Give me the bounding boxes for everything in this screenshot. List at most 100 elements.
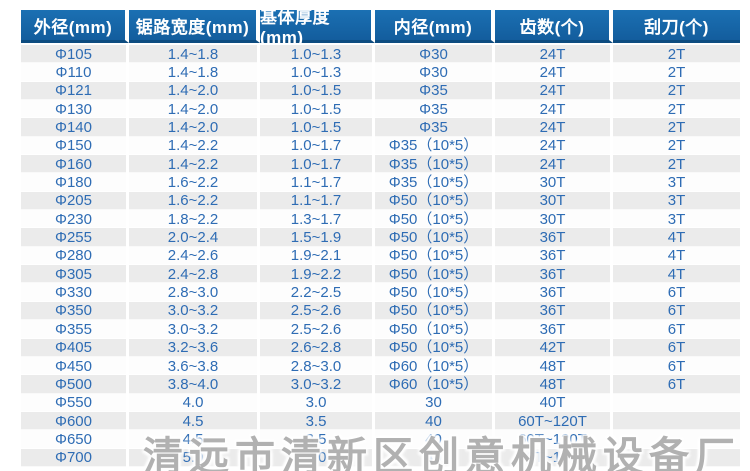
column-header: 内径(mm) — [375, 10, 495, 43]
table-cell: 2.8~3.0 — [129, 283, 260, 302]
table-cell: Φ60（10*5） — [375, 356, 495, 376]
table-cell: Φ35 — [375, 100, 495, 119]
table-cell: 60T~120T — [495, 448, 613, 467]
table-cell: 6T — [613, 356, 740, 376]
table-row: Φ255 2.0~2.4 1.5~1.9 Φ50（10*5） 36T 4T — [21, 228, 740, 247]
table-cell: 42T — [495, 338, 613, 357]
column-header: 基体厚度(mm) — [260, 8, 375, 47]
table-row: Φ450 3.6~3.8 2.8~3.0 Φ60（10*5） 48T 6T — [21, 356, 740, 376]
table-cell: 1.6~2.2 — [129, 191, 260, 211]
table-cell: Φ110 — [21, 63, 129, 82]
table-cell: 1.4~2.2 — [129, 155, 260, 174]
table-cell: Φ50（10*5） — [375, 265, 495, 284]
table-cell: Φ205 — [21, 191, 129, 211]
table-cell: 4T — [613, 228, 740, 247]
table-cell: 30T — [495, 173, 613, 192]
table-cell: 1.9~2.2 — [260, 265, 375, 284]
table-cell: 36T — [495, 301, 613, 321]
table-cell: 6T — [613, 283, 740, 302]
table-cell: 3T — [613, 191, 740, 211]
table-cell: 6T — [613, 320, 740, 339]
table-cell — [613, 393, 740, 412]
table-row: Φ700 5.0 4.0 40 60T~120T — [21, 448, 740, 467]
table-cell: 1.0~1.3 — [260, 45, 375, 64]
table-cell: 3.8~4.0 — [129, 375, 260, 394]
table-cell: 5.0 — [129, 448, 260, 467]
table-cell: 1.0~1.7 — [260, 155, 375, 174]
table-cell: Φ35 — [375, 81, 495, 101]
table-row: Φ600 4.5 3.5 40 60T~120T — [21, 411, 740, 431]
table-cell: 3.5 — [260, 411, 375, 431]
table-cell: 1.6~2.2 — [129, 173, 260, 192]
table-cell: Φ50（10*5） — [375, 246, 495, 266]
table-cell: Φ121 — [21, 81, 129, 101]
table-cell: Φ105 — [21, 45, 129, 64]
table-cell: 2.6~2.8 — [260, 338, 375, 357]
table-cell — [613, 430, 740, 449]
table-cell: 3.5 — [260, 430, 375, 449]
table-cell: 60T~120T — [495, 430, 613, 449]
table-cell: Φ30 — [375, 63, 495, 82]
table-cell: Φ60（10*5） — [375, 375, 495, 394]
table-header-row: 外径(mm) 锯路宽度(mm) 基体厚度(mm) 内径(mm) 齿数(个) 刮刀(个) — [21, 8, 740, 47]
table-cell: 48T — [495, 375, 613, 394]
table-cell: 40T — [495, 393, 613, 412]
table-row: Φ650 4.5 3.5 40 60T~120T — [21, 430, 740, 449]
table-cell: 1.1~1.7 — [260, 173, 375, 192]
table-cell: 2.4~2.6 — [129, 246, 260, 266]
table-cell: Φ35（10*5） — [375, 136, 495, 156]
table-cell: 24T — [495, 155, 613, 174]
table-cell: 1.0~1.5 — [260, 81, 375, 101]
table-row: Φ500 3.8~4.0 3.0~3.2 Φ60（10*5） 48T 6T — [21, 375, 740, 394]
table-cell: 2.4~2.8 — [129, 265, 260, 284]
table-cell: 2T — [613, 81, 740, 101]
table-cell: 1.4~2.0 — [129, 81, 260, 101]
table-cell: 2T — [613, 45, 740, 64]
table-cell: Φ50（10*5） — [375, 228, 495, 247]
table-cell: Φ30 — [375, 45, 495, 64]
table-cell: 2.2~2.5 — [260, 283, 375, 302]
table-cell: 3.0~3.2 — [129, 320, 260, 339]
table-cell: 3.0~3.2 — [260, 375, 375, 394]
table-cell: 1.4~2.2 — [129, 136, 260, 156]
table-cell: Φ50（10*5） — [375, 191, 495, 211]
table-cell: Φ160 — [21, 155, 129, 174]
table-cell: Φ450 — [21, 356, 129, 376]
table-cell: Φ180 — [21, 173, 129, 192]
table-row: Φ280 2.4~2.6 1.9~2.1 Φ50（10*5） 36T 4T — [21, 246, 740, 266]
table-cell: 3.0~3.2 — [129, 301, 260, 321]
table-cell: Φ600 — [21, 411, 129, 431]
column-header: 锯路宽度(mm) — [129, 10, 260, 43]
table-cell: Φ50（10*5） — [375, 210, 495, 229]
table-cell: 4.5 — [129, 411, 260, 431]
table-cell: Φ140 — [21, 118, 129, 137]
table-cell: 30 — [375, 393, 495, 412]
table-cell: Φ50（10*5） — [375, 301, 495, 321]
table-cell: 1.0~1.5 — [260, 118, 375, 137]
table-cell: 2.0~2.4 — [129, 228, 260, 247]
table-cell: 2.8~3.0 — [260, 356, 375, 376]
table-cell: 3T — [613, 210, 740, 229]
table-cell: Φ700 — [21, 448, 129, 467]
table-cell: Φ650 — [21, 430, 129, 449]
table-cell: 4.0 — [260, 448, 375, 467]
table-cell: 40 — [375, 430, 495, 449]
table-cell: 6T — [613, 338, 740, 357]
table-cell: Φ35 — [375, 118, 495, 137]
table-cell: 3T — [613, 173, 740, 192]
table-cell: 1.4~1.8 — [129, 63, 260, 82]
table-cell: 4.5 — [129, 430, 260, 449]
table-row: Φ130 1.4~2.0 1.0~1.5 Φ35 24T 2T — [21, 100, 740, 119]
table-row: Φ110 1.4~1.8 1.0~1.3 Φ30 24T 2T — [21, 63, 740, 82]
table-cell: 36T — [495, 228, 613, 247]
table-cell: 2.5~2.6 — [260, 320, 375, 339]
table-cell: 1.9~2.1 — [260, 246, 375, 266]
table-cell: 40 — [375, 448, 495, 467]
spec-table-body: Φ105 1.4~1.8 1.0~1.3 Φ30 24T 2T Φ110 1.4~1.8 1.0… — [21, 45, 740, 467]
table-cell: Φ35（10*5） — [375, 173, 495, 192]
table-row: Φ355 3.0~3.2 2.5~2.6 Φ50（10*5） 36T 6T — [21, 320, 740, 339]
table-row: Φ105 1.4~1.8 1.0~1.3 Φ30 24T 2T — [21, 45, 740, 64]
table-row: Φ180 1.6~2.2 1.1~1.7 Φ35（10*5） 30T 3T — [21, 173, 740, 192]
table-row: Φ160 1.4~2.2 1.0~1.7 Φ35（10*5） 24T 2T — [21, 155, 740, 174]
table-cell: 1.4~2.0 — [129, 100, 260, 119]
